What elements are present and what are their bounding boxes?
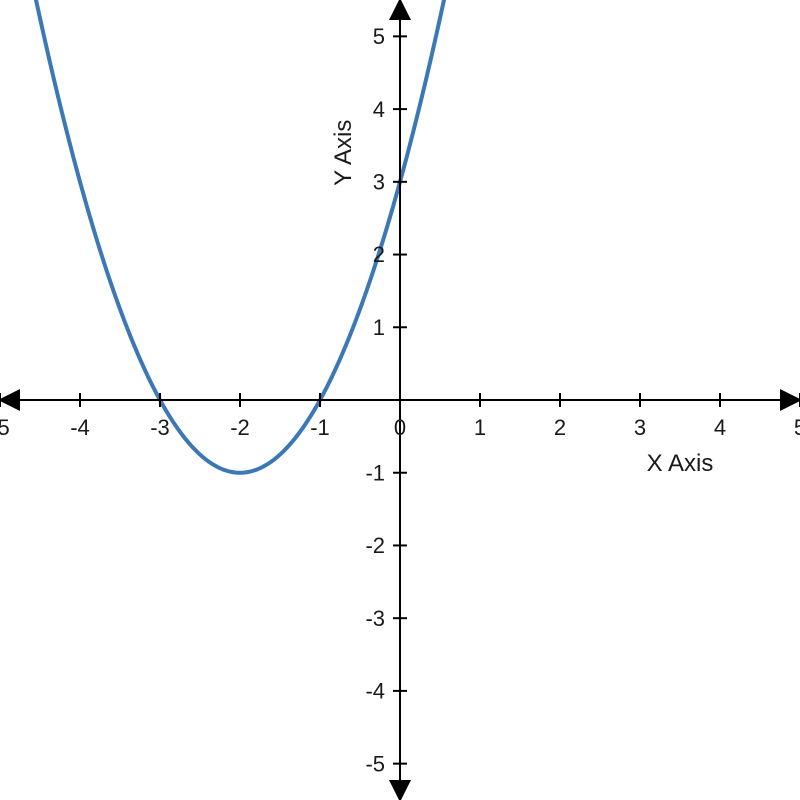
y-tick-label: 1 bbox=[373, 315, 385, 340]
x-tick-label: 5 bbox=[794, 415, 800, 440]
y-tick-label: -4 bbox=[365, 679, 385, 704]
y-tick-label: -2 bbox=[365, 533, 385, 558]
x-tick-label: 1 bbox=[474, 415, 486, 440]
x-tick-label: -5 bbox=[0, 415, 10, 440]
x-tick-label: -3 bbox=[150, 415, 170, 440]
x-tick-label: -4 bbox=[70, 415, 90, 440]
y-tick-label: 5 bbox=[373, 24, 385, 49]
parabola-chart: -5 -4 -3 -2 -1 0 1 2 3 4 5 -5 -4 -3 -2 -1 1 2 3 4 5 X Axis Y A… bbox=[0, 0, 800, 800]
y-axis-title: Y Axis bbox=[330, 120, 357, 186]
x-tick-label: 4 bbox=[714, 415, 726, 440]
y-tick-label: -1 bbox=[365, 460, 385, 485]
x-tick-label: 2 bbox=[554, 415, 566, 440]
axis-arrow bbox=[389, 780, 411, 800]
x-axis-title: X Axis bbox=[647, 450, 714, 477]
y-tick-label: -3 bbox=[365, 606, 385, 631]
x-tick-label: 0 bbox=[394, 415, 406, 440]
x-tick-label: -2 bbox=[230, 415, 250, 440]
x-tick-label: -1 bbox=[310, 415, 330, 440]
x-tick-label: 3 bbox=[634, 415, 646, 440]
axis-arrow bbox=[389, 0, 411, 20]
y-tick-label: 3 bbox=[373, 170, 385, 195]
y-tick-label: 2 bbox=[373, 242, 385, 267]
y-tick-label: 4 bbox=[373, 97, 385, 122]
y-tick-label: -5 bbox=[365, 751, 385, 776]
axis-arrow bbox=[780, 389, 800, 411]
axis-arrow bbox=[0, 389, 20, 411]
